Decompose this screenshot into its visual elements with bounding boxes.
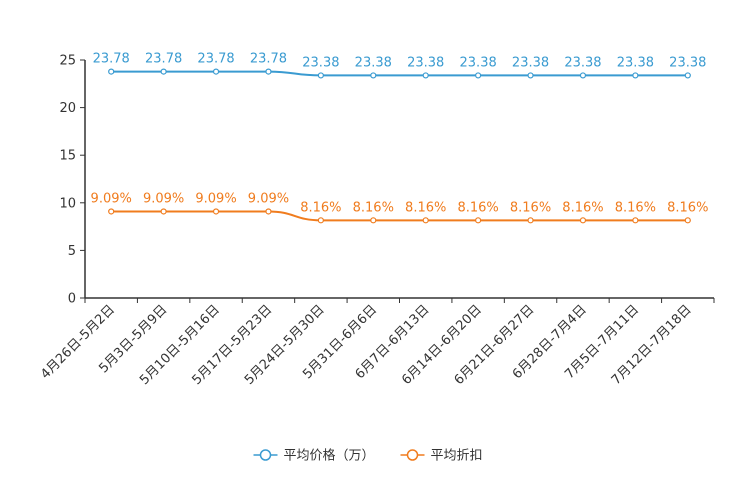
y-tick-label: 0 — [68, 292, 76, 307]
data-label: 23.38 — [669, 55, 706, 70]
series-2: 9.09% 9.09% 9.09% 9.09% 8.16% 8.16% 8.16% 8.16%… — [91, 191, 708, 224]
data-point[interactable] — [475, 72, 482, 79]
series-1: 23.78 23.78 23.78 23.78 23.38 23.38 23.38 23.38… — [93, 52, 706, 79]
data-label: 23.78 — [197, 52, 234, 67]
legend-item-2[interactable]: 平均折扣 — [400, 449, 483, 464]
data-point[interactable] — [317, 72, 324, 79]
y-tick-label: 15 — [59, 149, 76, 164]
legend-marker-icon — [259, 449, 272, 461]
data-point[interactable] — [422, 217, 429, 224]
data-label: 23.38 — [512, 55, 549, 70]
data-label: 8.16% — [405, 200, 446, 215]
data-point[interactable] — [108, 68, 115, 75]
legend-marker-icon — [406, 449, 419, 461]
legend[interactable]: 平均价格（万） 平均折扣 — [253, 448, 483, 464]
data-label: 8.16% — [510, 200, 551, 215]
data-label: 8.16% — [615, 200, 656, 215]
data-point[interactable] — [160, 68, 167, 75]
data-label: 9.09% — [91, 191, 132, 206]
data-point[interactable] — [684, 217, 691, 224]
data-label: 8.16% — [300, 200, 341, 215]
data-label: 8.16% — [667, 200, 708, 215]
y-tick-label: 25 — [59, 54, 76, 69]
data-label: 23.38 — [355, 55, 392, 70]
data-point[interactable] — [632, 217, 639, 224]
data-point[interactable] — [579, 72, 587, 79]
data-label: 8.16% — [562, 200, 603, 215]
data-label: 23.38 — [460, 55, 497, 70]
data-point[interactable] — [265, 68, 272, 75]
data-point[interactable] — [265, 208, 272, 215]
data-label: 23.38 — [564, 55, 601, 70]
y-tick-label: 10 — [59, 196, 76, 211]
series-layer: 23.78 23.78 23.78 23.78 23.38 23.38 23.38 23.38… — [91, 52, 708, 224]
data-point[interactable] — [632, 72, 639, 79]
data-label: 9.09% — [195, 191, 236, 206]
data-point[interactable] — [160, 208, 167, 215]
data-point[interactable] — [684, 72, 691, 79]
data-label: 23.38 — [407, 55, 444, 70]
data-label: 9.09% — [143, 191, 184, 206]
data-point[interactable] — [317, 217, 324, 224]
data-point[interactable] — [108, 208, 115, 215]
data-point[interactable] — [579, 217, 587, 224]
legend-label: 平均价格（万） — [284, 448, 375, 464]
data-label: 8.16% — [457, 200, 498, 215]
data-label: 9.09% — [248, 191, 289, 206]
data-point[interactable] — [527, 72, 534, 79]
data-point[interactable] — [527, 217, 534, 224]
y-tick-label: 20 — [59, 101, 76, 116]
data-point[interactable] — [475, 217, 482, 224]
data-label: 23.38 — [302, 55, 339, 70]
legend-item-1[interactable]: 平均价格（万） — [253, 448, 375, 464]
data-label: 23.78 — [250, 52, 287, 67]
data-label: 23.38 — [617, 55, 654, 70]
data-point[interactable] — [212, 208, 220, 215]
data-label: 23.78 — [145, 52, 182, 67]
data-point[interactable] — [422, 72, 429, 79]
data-point[interactable] — [212, 68, 220, 75]
data-point[interactable] — [370, 217, 377, 224]
data-label: 8.16% — [353, 200, 394, 215]
data-point[interactable] — [370, 72, 377, 79]
series-line — [111, 210, 688, 222]
data-label: 23.78 — [93, 52, 130, 67]
series-line — [111, 70, 688, 77]
legend-label: 平均折扣 — [431, 449, 483, 464]
y-tick-label: 5 — [68, 244, 76, 259]
